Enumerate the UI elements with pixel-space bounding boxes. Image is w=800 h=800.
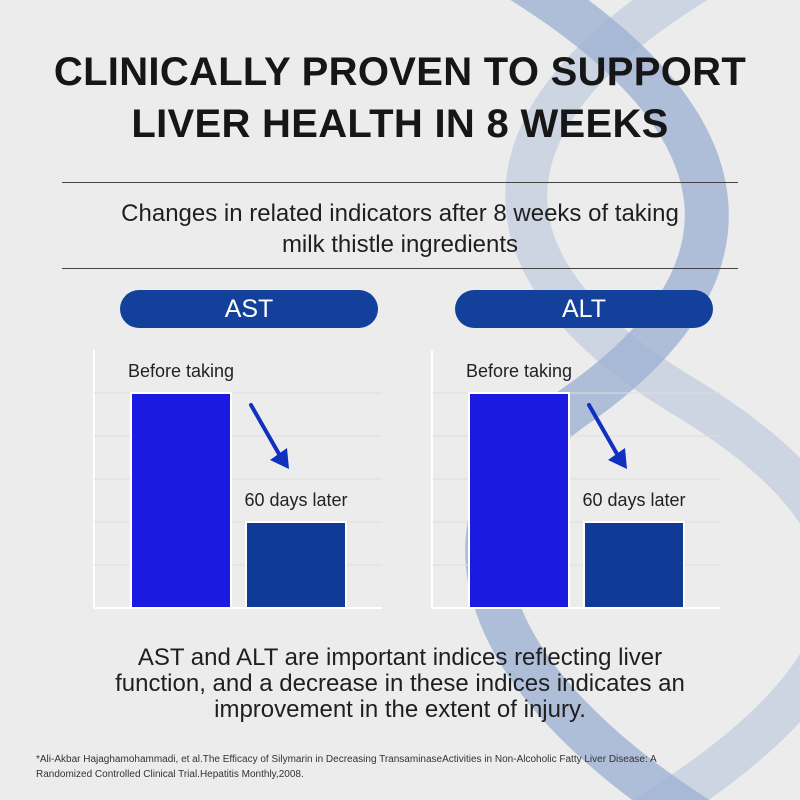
divider-bottom: [62, 268, 738, 269]
bar-60-days-later: [583, 521, 685, 609]
alt-chart-title-pill: ALT: [455, 290, 713, 328]
decrease-arrow-shaft: [249, 403, 281, 456]
decrease-arrow-head: [608, 448, 627, 469]
bar-label-before-taking: Before taking: [466, 361, 572, 381]
chart-subtitle: Changes in related indicators after 8 we…: [60, 198, 740, 260]
decrease-arrow-head: [270, 448, 289, 469]
helix-strand-back: [505, 0, 800, 800]
bar-label-60-days-later: 60 days later: [244, 490, 347, 510]
title-line-2: LIVER HEALTH IN 8 WEEKS: [131, 102, 669, 146]
ast-bar-chart: Before taking 60 days later: [93, 350, 382, 609]
bar-label-60-days-later: 60 days later: [582, 490, 685, 510]
bar-before-taking: [130, 392, 232, 609]
citation-line-1: *Ali-Akbar Hajaghamohammadi, et al.The E…: [36, 754, 657, 765]
note-line-3: improvement in the extent of injury.: [214, 696, 586, 723]
subtitle-line-1: Changes in related indicators after 8 we…: [121, 200, 679, 227]
bar-before-taking: [468, 392, 570, 609]
helix-strand-front: [465, 0, 729, 800]
alt-bar-chart: Before taking 60 days later: [431, 350, 720, 609]
citation-footnote: *Ali-Akbar Hajaghamohammadi, et al.The E…: [36, 752, 776, 782]
note-line-1: AST and ALT are important indices reflec…: [137, 644, 663, 671]
bar-60-days-later: [245, 521, 347, 609]
page-title: CLINICALLY PROVEN TO SUPPORT LIVER HEALT…: [0, 46, 800, 150]
ast-chart-title-pill: AST: [120, 290, 378, 328]
subtitle-line-2: milk thistle ingredients: [281, 231, 519, 258]
divider-top: [62, 182, 738, 183]
citation-line-2: Randomized Controlled Clinical Trial.Hep…: [36, 769, 304, 780]
bar-label-before-taking: Before taking: [128, 361, 234, 381]
explanation-text: AST and ALT are important indices reflec…: [60, 645, 740, 723]
title-line-1: CLINICALLY PROVEN TO SUPPORT: [53, 50, 747, 94]
note-line-2: function, and a decrease in these indice…: [115, 670, 685, 697]
decrease-arrow-shaft: [587, 403, 619, 456]
